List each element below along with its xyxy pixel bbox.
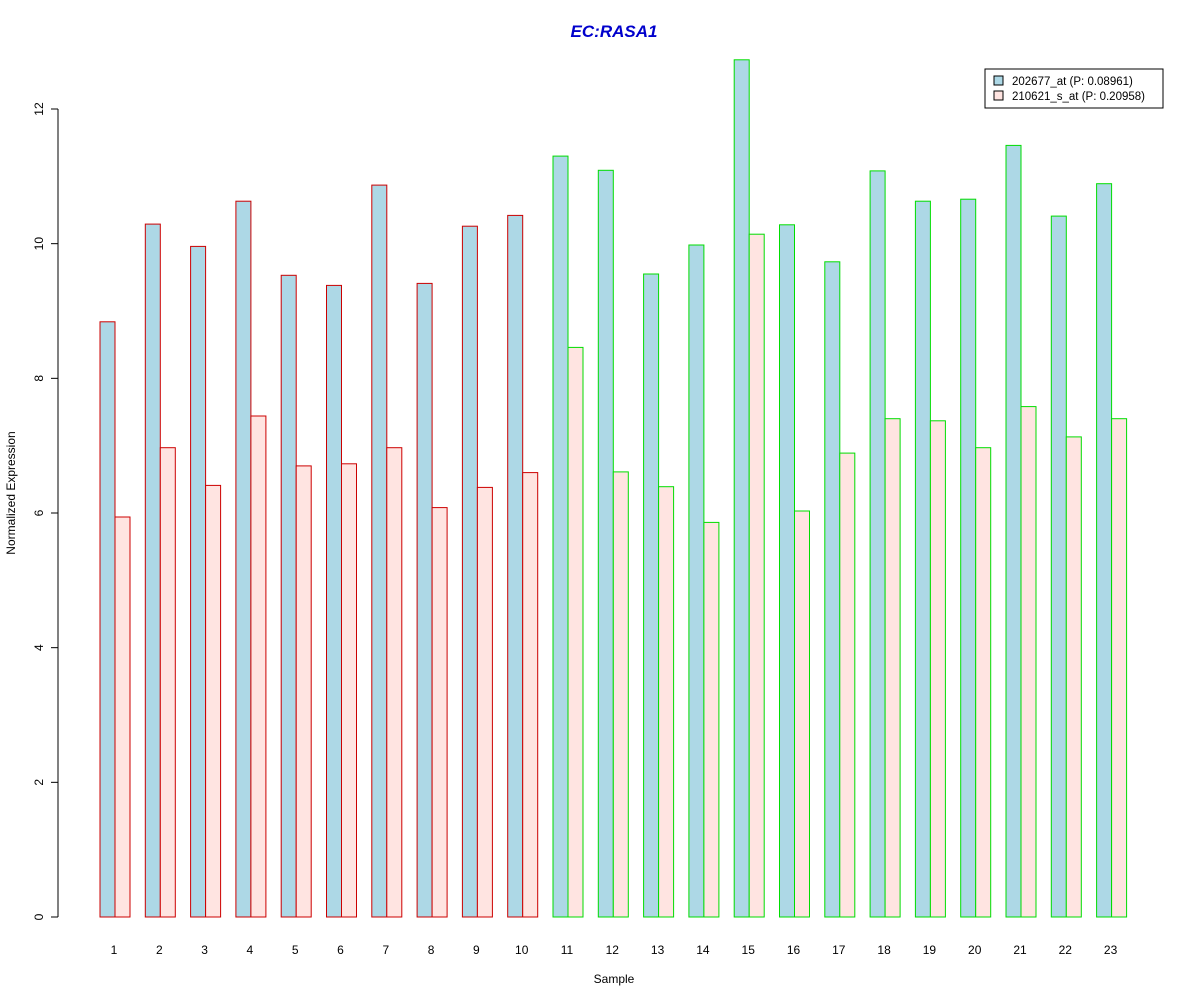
bar-series-2-sample-14: [703, 521, 720, 918]
y-tick-label: 4: [32, 644, 46, 651]
x-tick-label-22: 22: [1059, 943, 1073, 957]
x-tick-label-8: 8: [428, 943, 435, 957]
bar-series-2-sample-21: [1020, 406, 1037, 918]
bar-series-2-sample-5: [295, 465, 312, 918]
x-tick-label-14: 14: [696, 943, 710, 957]
x-tick-label-7: 7: [382, 943, 389, 957]
bar-series-1-sample-8: [416, 282, 433, 918]
x-tick-label-20: 20: [968, 943, 982, 957]
legend: 202677_at (P: 0.08961) 210621_s_at (P: 0…: [984, 68, 1164, 109]
y-tick-label: 8: [32, 375, 46, 382]
x-tick-label-18: 18: [877, 943, 891, 957]
bar-series-2-sample-16: [794, 510, 810, 918]
bar-series-1-sample-2: [144, 223, 161, 918]
bar-series-1-sample-11: [552, 155, 569, 918]
legend-swatch-series-1: [993, 75, 1004, 86]
x-tick-label-1: 1: [111, 943, 118, 957]
x-tick-labels: 1 2 3 4 5 6 7 8 9 10 11 12 13 14 15 16 17 18 19 20 21 22 23: [111, 943, 1118, 957]
bar-series-2-sample-12: [612, 471, 629, 918]
legend-label-series-1: 202677_at (P: 0.08961): [1012, 76, 1133, 88]
x-tick-label-2: 2: [156, 943, 163, 957]
bar-series-2-sample-22: [1065, 436, 1082, 918]
x-tick-label-12: 12: [606, 943, 620, 957]
bar-series-1-sample-22: [1050, 215, 1067, 918]
y-tick-label: 0: [32, 913, 46, 920]
x-tick-label-9: 9: [473, 943, 480, 957]
bar-series-2-sample-7: [386, 447, 403, 918]
bar-series-1-sample-7: [371, 184, 388, 918]
x-tick-label-15: 15: [742, 943, 756, 957]
legend-label-series-2: 210621_s_at (P: 0.20958): [1012, 91, 1145, 103]
y-tick-label: 2: [32, 779, 46, 786]
x-tick-label-6: 6: [337, 943, 344, 957]
bar-series-2-sample-2: [159, 447, 176, 918]
x-tick-label-19: 19: [923, 943, 937, 957]
bar-series-1-sample-21: [1005, 144, 1022, 918]
y-axis-label: Normalized Expression: [4, 431, 18, 554]
y-tick-label: 10: [32, 237, 46, 251]
bar-series-1-sample-13: [643, 273, 660, 918]
bar-series-1-sample-5: [280, 274, 297, 918]
bar-series-1-sample-4: [235, 200, 252, 918]
x-tick-label-16: 16: [787, 943, 801, 957]
bar-series-1-sample-1: [99, 321, 116, 918]
bars-group: [99, 59, 1128, 918]
bar-series-1-sample-17: [824, 261, 841, 918]
x-axis-label: Sample: [594, 972, 635, 986]
x-tick-label-4: 4: [247, 943, 254, 957]
x-tick-label-3: 3: [201, 943, 208, 957]
bar-series-2-sample-10: [522, 472, 539, 918]
x-tick-label-11: 11: [561, 943, 574, 957]
bar-series-2-sample-17: [839, 452, 856, 918]
bar-series-1-sample-15: [733, 59, 750, 918]
bar-series-2-sample-4: [250, 415, 267, 918]
bar-series-2-sample-19: [929, 420, 946, 918]
bar-series-2-sample-11: [567, 346, 584, 918]
bar-series-1-sample-12: [597, 169, 614, 918]
bar-series-1-sample-10: [507, 214, 524, 918]
bar-series-2-sample-8: [431, 507, 448, 918]
x-tick-label-17: 17: [832, 943, 846, 957]
legend-box: [984, 68, 1164, 109]
bar-series-1-sample-23: [1096, 183, 1113, 918]
legend-swatch-series-2: [993, 90, 1004, 101]
bar-series-1-sample-3: [190, 245, 207, 918]
y-axis: 0 2 4 6 8 10 12: [32, 102, 59, 920]
bar-series-1-sample-6: [326, 284, 342, 918]
chart-title: EC:RASA1: [571, 22, 658, 41]
x-tick-label-10: 10: [515, 943, 529, 957]
bar-series-2-sample-23: [1111, 418, 1128, 918]
bar-series-2-sample-20: [975, 447, 992, 918]
bar-series-2-sample-3: [205, 484, 222, 918]
bar-series-1-sample-14: [688, 244, 705, 918]
x-tick-label-5: 5: [292, 943, 299, 957]
y-tick-label: 12: [32, 102, 46, 116]
bar-series-1-sample-16: [779, 224, 795, 918]
y-tick-label: 6: [32, 509, 46, 516]
x-tick-label-23: 23: [1104, 943, 1118, 957]
bar-series-2-sample-9: [476, 486, 493, 918]
bar-series-2-sample-1: [114, 516, 131, 918]
bar-series-1-sample-9: [461, 225, 478, 918]
bar-series-2-sample-18: [884, 418, 901, 918]
bar-series-2-sample-13: [658, 486, 675, 918]
x-tick-label-13: 13: [651, 943, 665, 957]
x-tick-label-21: 21: [1013, 943, 1027, 957]
bar-series-2-sample-15: [748, 233, 765, 918]
bar-series-1-sample-18: [869, 170, 886, 918]
bar-series-1-sample-19: [914, 200, 931, 918]
bar-series-2-sample-6: [341, 463, 357, 918]
bar-series-1-sample-20: [960, 198, 977, 918]
